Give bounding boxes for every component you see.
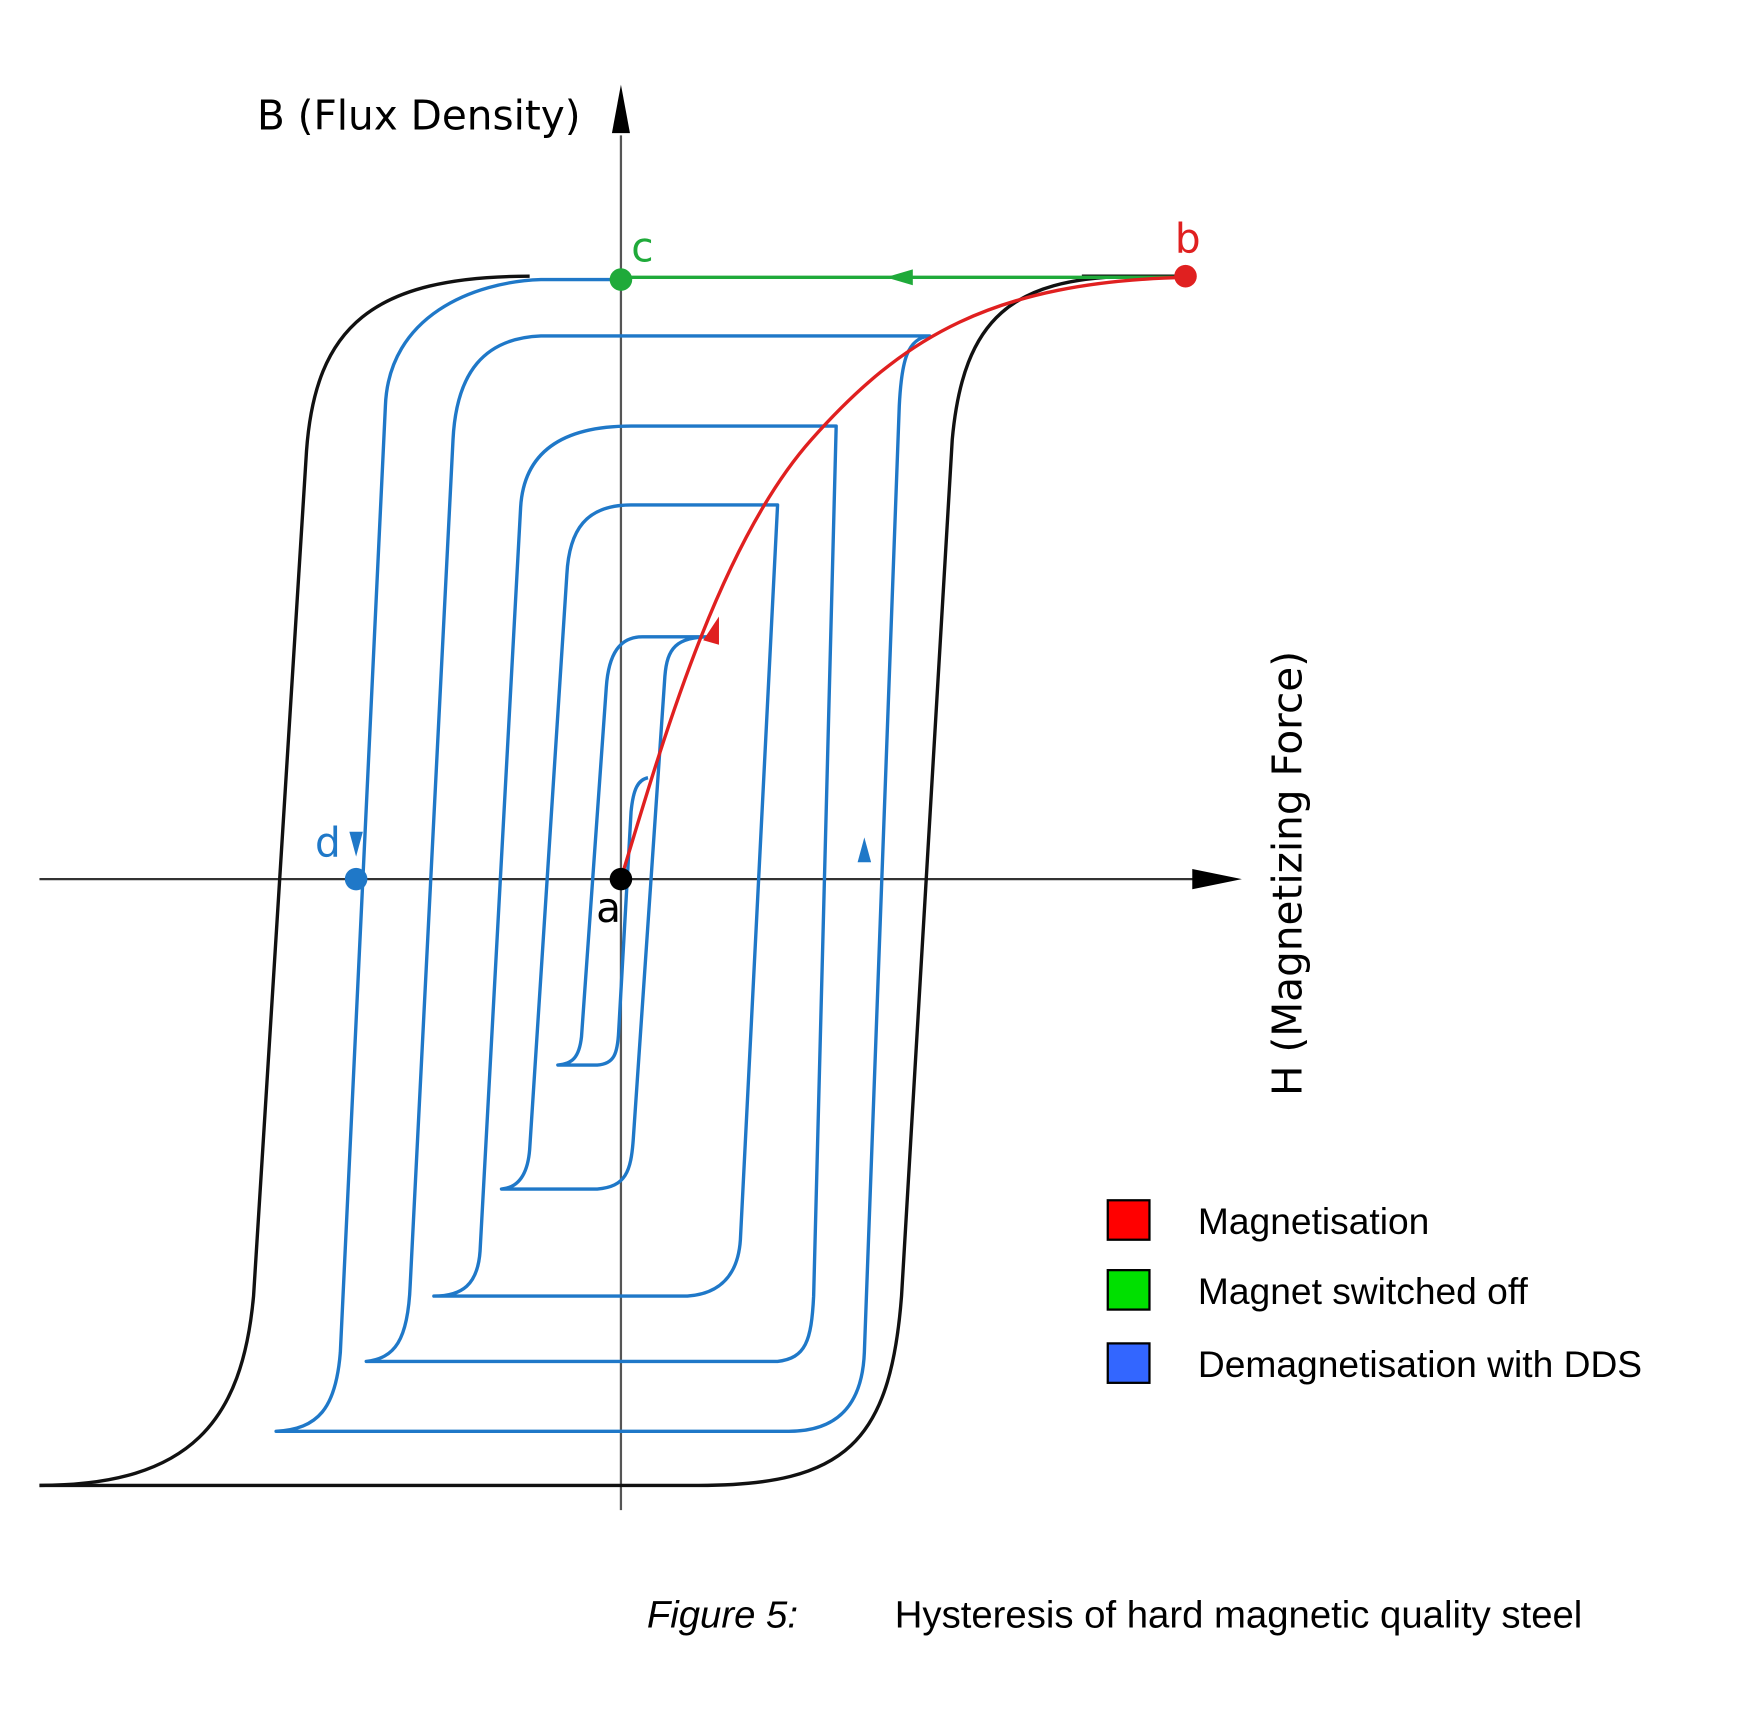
caption-number: Figure 5: (647, 1593, 798, 1636)
point-d (344, 867, 368, 891)
point-c (609, 268, 633, 291)
point-b (1174, 264, 1197, 288)
arrow-up (857, 837, 872, 863)
legend: Magnetisation Magnet switched off Demagn… (1106, 1199, 1642, 1385)
y-axis-label: B (Flux Density) (257, 92, 581, 140)
legend-label: Magnetisation (1198, 1200, 1429, 1242)
point-label: c (631, 224, 653, 272)
legend-swatch (1106, 1199, 1151, 1241)
legend-label: Magnet switched off (1198, 1270, 1529, 1312)
magnetisation-arrow (703, 616, 719, 645)
legend-swatch (1106, 1269, 1151, 1311)
legend-label: Demagnetisation with DDS (1198, 1343, 1642, 1385)
h-axis-arrow (1192, 868, 1242, 890)
outer-loop-left (39, 274, 530, 1488)
b-axis-arrow (611, 84, 630, 134)
caption-text: Hysteresis of hard magnetic quality stee… (895, 1593, 1583, 1636)
point-label: b (1175, 215, 1201, 263)
demag-spiral (274, 277, 932, 1433)
magnetisation-curve (619, 275, 1186, 880)
legend-swatch (1106, 1342, 1151, 1384)
point-a (609, 867, 633, 891)
arrow-down (349, 831, 363, 857)
point-label: a (596, 884, 621, 932)
x-axis-label: H (Magnetizing Force) (1264, 651, 1312, 1096)
point-label: d (315, 819, 341, 867)
switch-off-arrow (885, 269, 913, 286)
